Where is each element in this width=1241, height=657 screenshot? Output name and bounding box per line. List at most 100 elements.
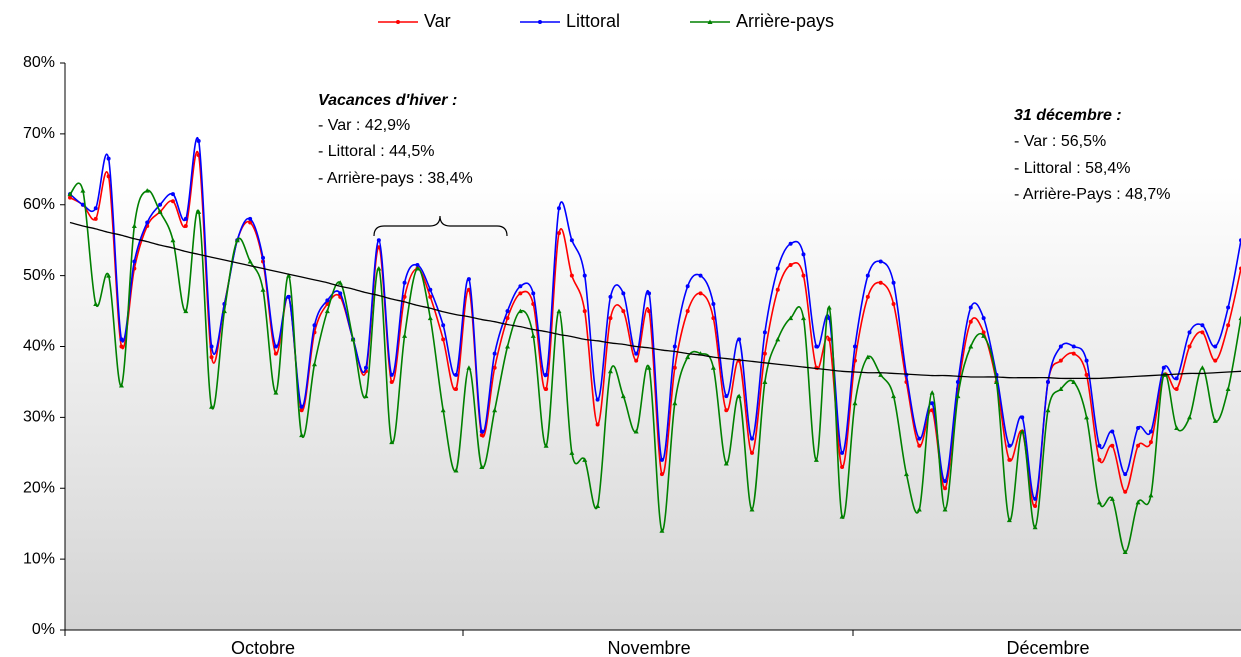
marker bbox=[389, 439, 395, 445]
marker bbox=[955, 393, 961, 399]
marker bbox=[595, 397, 600, 402]
marker bbox=[338, 291, 343, 296]
marker bbox=[157, 209, 163, 214]
marker bbox=[556, 231, 561, 236]
marker bbox=[517, 308, 523, 314]
marker bbox=[1213, 344, 1218, 349]
marker bbox=[145, 220, 150, 225]
legend-marker bbox=[707, 19, 713, 24]
marker bbox=[981, 330, 986, 335]
marker bbox=[183, 216, 188, 221]
marker bbox=[415, 262, 420, 267]
marker bbox=[621, 309, 626, 314]
marker bbox=[1148, 429, 1153, 434]
series-line bbox=[69, 137, 1241, 500]
marker bbox=[492, 365, 497, 370]
marker bbox=[775, 287, 780, 292]
annotation-title: 31 décembre : bbox=[1014, 107, 1122, 124]
marker bbox=[170, 199, 175, 204]
marker bbox=[311, 361, 317, 367]
marker bbox=[1071, 344, 1076, 349]
marker bbox=[466, 365, 472, 370]
marker bbox=[840, 464, 845, 469]
marker bbox=[1187, 414, 1193, 420]
legend-label: Var bbox=[424, 11, 451, 31]
marker bbox=[981, 316, 986, 321]
marker bbox=[261, 255, 266, 260]
marker bbox=[93, 216, 98, 221]
annotation-line: - Var : 56,5% bbox=[1014, 133, 1106, 150]
marker bbox=[749, 507, 755, 512]
marker bbox=[814, 344, 819, 349]
legend-marker bbox=[396, 20, 400, 24]
marker bbox=[659, 457, 664, 462]
marker bbox=[1006, 517, 1012, 523]
marker bbox=[209, 355, 214, 360]
y-tick-label: 80% bbox=[23, 54, 55, 71]
marker bbox=[248, 220, 253, 225]
marker bbox=[1033, 496, 1038, 501]
marker bbox=[788, 262, 793, 267]
marker bbox=[1058, 386, 1064, 392]
marker bbox=[788, 241, 793, 246]
marker bbox=[968, 305, 973, 310]
marker bbox=[724, 394, 729, 399]
brace bbox=[373, 215, 508, 237]
marker bbox=[248, 216, 253, 221]
marker bbox=[273, 344, 278, 349]
marker bbox=[801, 252, 806, 257]
marker bbox=[1187, 344, 1192, 349]
marker bbox=[1136, 426, 1141, 431]
marker bbox=[1123, 489, 1128, 494]
marker bbox=[93, 206, 98, 211]
marker bbox=[620, 393, 626, 399]
annotation-line: - Littoral : 58,4% bbox=[1014, 160, 1131, 177]
marker bbox=[196, 138, 201, 143]
marker bbox=[647, 291, 652, 296]
marker bbox=[183, 308, 189, 314]
marker bbox=[826, 305, 832, 310]
marker bbox=[943, 486, 948, 491]
marker bbox=[1199, 365, 1205, 370]
marker bbox=[737, 337, 742, 342]
marker bbox=[878, 372, 884, 377]
marker bbox=[170, 192, 175, 197]
marker bbox=[710, 365, 716, 370]
marker bbox=[183, 224, 188, 229]
marker bbox=[800, 315, 806, 321]
marker bbox=[775, 336, 781, 342]
marker bbox=[479, 433, 484, 438]
marker bbox=[530, 333, 536, 338]
marker bbox=[441, 323, 446, 328]
marker bbox=[916, 507, 922, 512]
marker bbox=[930, 401, 935, 406]
marker bbox=[1110, 443, 1115, 448]
marker bbox=[569, 450, 575, 455]
marker bbox=[325, 298, 330, 303]
marker bbox=[865, 273, 870, 278]
annotation: Vacances d'hiver : - Var : 42,9% - Litto… bbox=[318, 92, 473, 187]
marker bbox=[299, 408, 304, 413]
marker bbox=[1084, 372, 1089, 377]
marker bbox=[981, 333, 987, 338]
marker bbox=[903, 471, 909, 477]
marker bbox=[891, 301, 896, 306]
marker bbox=[119, 344, 124, 349]
marker bbox=[569, 273, 574, 278]
marker bbox=[1084, 414, 1090, 420]
marker bbox=[234, 237, 240, 243]
marker bbox=[389, 372, 394, 377]
marker bbox=[441, 337, 446, 342]
marker bbox=[659, 472, 664, 477]
marker bbox=[633, 429, 639, 434]
marker bbox=[93, 301, 99, 306]
x-tick-label: Octobre bbox=[231, 638, 295, 657]
marker bbox=[968, 319, 973, 324]
marker bbox=[1097, 457, 1102, 462]
x-tick-label: Novembre bbox=[608, 638, 691, 657]
marker bbox=[106, 273, 112, 278]
marker bbox=[1019, 429, 1025, 434]
marker bbox=[736, 393, 742, 399]
marker bbox=[402, 333, 408, 338]
